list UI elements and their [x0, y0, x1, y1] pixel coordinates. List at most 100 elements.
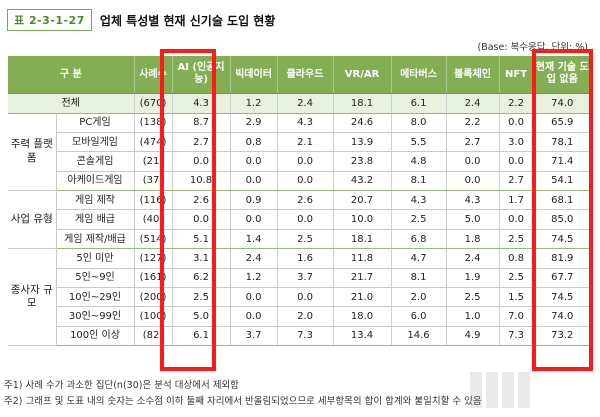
- cell-bigdata: 0.0: [230, 306, 278, 327]
- cell-bigdata: 0.0: [230, 287, 278, 308]
- cell-vrar: 43.2: [333, 171, 392, 192]
- cell-blockchain: 2.4: [446, 248, 500, 269]
- cell-blockchain: 0.0: [446, 151, 500, 172]
- table-row: 10인~29인 (200) 2.5 0.0 0.0 21.0 2.0 2.5 1.5 74.5: [8, 287, 592, 308]
- table-row: 30인~99인 (100) 5.0 0.0 2.0 18.0 6.0 1.0 7.0 74.0: [8, 306, 592, 327]
- cell-cloud: 7.3: [277, 326, 334, 347]
- row-label: 게임 배급: [56, 209, 135, 230]
- cell-metaverse: 4.3: [391, 190, 447, 211]
- cell-none: 54.1: [533, 171, 592, 192]
- table-row-total: 전체 (670) 4.3 1.2 2.4 18.1 6.1 2.4 2.2 74.0: [8, 93, 592, 114]
- cell-blockchain: 2.5: [446, 287, 500, 308]
- col-header-blockchain: 블록체인: [446, 56, 500, 94]
- data-table: 구 분 사례수 AI (인공지능) 빅데이터 클라우드 VR/AR 메타버스 블…: [8, 56, 592, 347]
- table-number-tag: 표 2-3-1-27: [7, 9, 92, 31]
- cell-metaverse: 14.6: [391, 326, 447, 347]
- cell-vrar: 11.8: [333, 248, 392, 269]
- footnotes: 주1) 사례 수가 과소한 집단(n(30)은 분석 대상에서 제외함 주2) …: [4, 378, 482, 409]
- cell-blockchain: 1.9: [446, 268, 500, 289]
- cell-nft: 2.5: [499, 268, 534, 289]
- table-row: 모바일게임 (474) 2.7 0.8 2.1 13.9 5.5 2.7 3.0 78.1: [8, 132, 592, 153]
- cell-n: (21): [134, 151, 173, 172]
- cell-blockchain: 0.0: [446, 171, 500, 192]
- cell-n: (161): [134, 268, 173, 289]
- cell-vrar: 20.7: [333, 190, 392, 211]
- cell-metaverse: 8.1: [391, 171, 447, 192]
- cell-bigdata: 1.2: [230, 268, 278, 289]
- cell-blockchain: 2.2: [446, 113, 500, 133]
- cell-bigdata: 3.7: [230, 326, 278, 347]
- cell-ai: 2.5: [172, 287, 231, 308]
- cell-bigdata: 1.2: [230, 93, 278, 114]
- table-header: 표 2-3-1-27 업체 특성별 현재 신기술 도입 현황: [7, 9, 275, 31]
- cell-n: (514): [134, 229, 173, 250]
- table-row: 5인~9인 (161) 6.2 1.2 3.7 21.7 8.1 1.9 2.5 67.7: [8, 268, 592, 289]
- cell-bigdata: 0.0: [230, 209, 278, 230]
- cell-cloud: 0.0: [277, 171, 334, 192]
- cell-nft: 2.5: [499, 229, 534, 250]
- cell-none: 74.0: [533, 93, 592, 114]
- cell-n: (100): [134, 306, 173, 327]
- cell-metaverse: 2.5: [391, 209, 447, 230]
- group-label: 주력 플랫폼: [8, 113, 57, 192]
- row-label: 전체: [8, 93, 135, 114]
- col-header-cloud: 클라우드: [277, 56, 334, 94]
- footnote-2: 주2) 그래프 및 도표 내의 숫자는 소수점 이하 둘째 자리에서 반올림되었…: [4, 395, 482, 407]
- table-row: 콘솔게임 (21) 0.0 0.0 0.0 23.8 4.8 0.0 0.0 71.4: [8, 151, 592, 172]
- cell-metaverse: 8.1: [391, 268, 447, 289]
- cell-n: (474): [134, 132, 173, 153]
- table-title: 업체 특성별 현재 신기술 도입 현황: [99, 13, 276, 28]
- table-row: 게임 배급 (40) 0.0 0.0 0.0 10.0 2.5 5.0 0.0 85.0: [8, 209, 592, 230]
- cell-bigdata: 0.0: [230, 151, 278, 172]
- cell-nft: 0.0: [499, 151, 534, 172]
- table-row: 주력 플랫폼 PC게임 (138) 8.7 2.9 4.3 24.6 8.0 2.2 0.0 65.…: [8, 113, 592, 192]
- cell-none: 81.9: [533, 248, 592, 269]
- cell-blockchain: 2.4: [446, 93, 500, 114]
- row-label: 100인 이상: [56, 326, 135, 347]
- table-row: 종사자 규모 5인 미만 (127) 3.1 2.4 1.6 11.8 4.7 2.4 0.8 81…: [8, 248, 592, 347]
- col-header-bigdata: 빅데이터: [230, 56, 278, 94]
- table-row: 사업 유형 게임 제작 (116) 2.6 0.9 2.6 20.7 4.3 4.3 1.7 68.…: [8, 190, 592, 250]
- cell-vrar: 18.0: [333, 306, 392, 327]
- cell-blockchain: 4.9: [446, 326, 500, 347]
- cell-none: 71.4: [533, 151, 592, 172]
- cell-nft: 2.7: [499, 171, 534, 192]
- cell-none: 67.7: [533, 268, 592, 289]
- cell-metaverse: 6.0: [391, 306, 447, 327]
- cell-ai: 3.1: [172, 248, 231, 269]
- cell-metaverse: 6.8: [391, 229, 447, 250]
- cell-nft: 0.0: [499, 113, 534, 133]
- cell-cloud: 4.3: [277, 113, 334, 133]
- cell-nft: 0.8: [499, 248, 534, 269]
- cell-cloud: 2.0: [277, 306, 334, 327]
- cell-blockchain: 1.8: [446, 229, 500, 250]
- cell-n: (200): [134, 287, 173, 308]
- cell-vrar: 10.0: [333, 209, 392, 230]
- cell-none: 65.9: [533, 113, 592, 133]
- cell-metaverse: 4.8: [391, 151, 447, 172]
- cell-bigdata: 2.9: [230, 113, 278, 133]
- cell-metaverse: 8.0: [391, 113, 447, 133]
- cell-none: 73.2: [533, 326, 592, 347]
- cell-ai: 6.1: [172, 326, 231, 347]
- cell-nft: 1.5: [499, 287, 534, 308]
- cell-cloud: 0.0: [277, 151, 334, 172]
- cell-cloud: 2.5: [277, 229, 334, 250]
- cell-n: (40): [134, 209, 173, 230]
- col-header-none: 현재 기술 도입 없음: [533, 56, 592, 94]
- group-label: 종사자 규모: [8, 248, 57, 347]
- cell-n: (82): [134, 326, 173, 347]
- cell-metaverse: 2.0: [391, 287, 447, 308]
- cell-bigdata: 0.9: [230, 190, 278, 211]
- row-label: 게임 제작/배급: [56, 229, 135, 250]
- cell-bigdata: 2.4: [230, 248, 278, 269]
- cell-cloud: 0.0: [277, 209, 334, 230]
- col-header-metaverse: 메타버스: [391, 56, 447, 94]
- cell-ai: 4.3: [172, 93, 231, 114]
- row-label: 30인~99인: [56, 306, 135, 327]
- col-header-nft: NFT: [499, 56, 534, 94]
- cell-ai: 6.2: [172, 268, 231, 289]
- cell-ai: 0.0: [172, 209, 231, 230]
- table-row: 아케이드게임 (37) 10.8 0.0 0.0 43.2 8.1 0.0 2.7 54.1: [8, 171, 592, 192]
- col-header-ai: AI (인공지능): [172, 56, 231, 94]
